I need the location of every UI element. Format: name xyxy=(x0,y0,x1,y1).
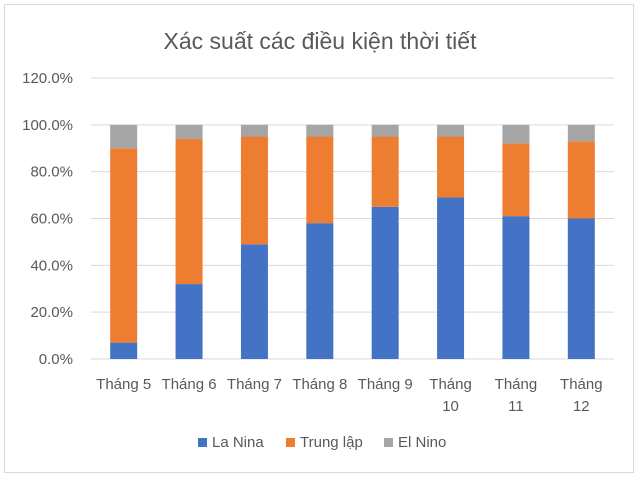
bar-trung-lập xyxy=(567,141,595,219)
x-axis-ticks: Tháng 5 Tháng 6 Tháng 7 Tháng 8 Tháng 9 Tháng… xyxy=(96,376,602,415)
x-tick-label-line: 11 xyxy=(508,398,524,415)
bars xyxy=(110,124,595,359)
bar-el-nino xyxy=(567,124,595,142)
legend-swatch xyxy=(286,438,295,447)
y-tick-label: 120.0% xyxy=(22,70,73,87)
x-tick-label-line: Tháng 9 xyxy=(358,376,413,393)
legend-label: La Nina xyxy=(212,434,264,451)
x-tick-label-line: Tháng 6 xyxy=(162,376,217,393)
x-tick-label: Tháng 8 xyxy=(292,376,347,393)
bar-trung-lập xyxy=(437,136,465,198)
bar-el-nino xyxy=(240,124,268,137)
bar-el-nino xyxy=(175,124,203,139)
bar-la-nina xyxy=(371,206,399,359)
y-tick-label: 100.0% xyxy=(22,117,73,134)
bar-la-nina xyxy=(110,342,138,359)
bar-la-nina xyxy=(437,197,465,359)
x-tick-label: Tháng 5 xyxy=(96,376,151,393)
y-tick-label: 80.0% xyxy=(30,164,73,181)
bar-la-nina xyxy=(567,218,595,359)
y-axis-ticks: 0.0% 20.0% 40.0% 60.0% 80.0% 100.0% 120.0% xyxy=(22,70,73,368)
x-tick-label-line: 12 xyxy=(573,398,590,415)
gridlines xyxy=(91,77,614,360)
x-tick-label-line: Tháng 8 xyxy=(292,376,347,393)
x-tick-label: Tháng 6 xyxy=(162,376,217,393)
bar-trung-lập xyxy=(240,136,268,245)
bar-trung-lập xyxy=(371,136,399,207)
bar-el-nino xyxy=(306,124,334,137)
bar-la-nina xyxy=(175,284,203,359)
legend-swatch xyxy=(384,438,393,447)
x-tick-label-line: Tháng xyxy=(495,376,538,393)
y-tick-label: 20.0% xyxy=(30,304,73,321)
bar-trung-lập xyxy=(175,138,203,285)
x-tick-label: Tháng 9 xyxy=(358,376,413,393)
x-tick-label-line: Tháng xyxy=(429,376,472,393)
y-tick-label: 40.0% xyxy=(30,257,73,274)
legend-swatch xyxy=(198,438,207,447)
chart-title: Xác suất các điều kiện thời tiết xyxy=(164,28,478,54)
x-tick-label-line: Tháng 5 xyxy=(96,376,151,393)
x-tick-label: Tháng 10 xyxy=(429,376,472,415)
x-tick-label-line: Tháng 7 xyxy=(227,376,282,393)
y-tick-label: 60.0% xyxy=(30,211,73,228)
bar-la-nina xyxy=(306,223,334,359)
x-tick-label-line: Tháng xyxy=(560,376,603,393)
bar-el-nino xyxy=(371,124,399,137)
x-tick-label: Tháng 11 xyxy=(495,376,538,415)
bar-el-nino xyxy=(110,124,138,149)
x-tick-label-line: 10 xyxy=(442,398,459,415)
bar-trung-lập xyxy=(110,148,138,343)
bar-trung-lập xyxy=(306,136,334,224)
legend-label: El Nino xyxy=(398,434,446,451)
bar-trung-lập xyxy=(502,143,530,217)
y-tick-label: 0.0% xyxy=(39,351,73,368)
legend: La Nina Trung lập El Nino xyxy=(198,434,446,451)
bar-la-nina xyxy=(240,244,268,359)
legend-label: Trung lập xyxy=(300,434,363,451)
bar-el-nino xyxy=(437,124,465,137)
bar-la-nina xyxy=(502,216,530,359)
bar-el-nino xyxy=(502,124,530,144)
x-tick-label: Tháng 12 xyxy=(560,376,603,415)
x-tick-label: Tháng 7 xyxy=(227,376,282,393)
